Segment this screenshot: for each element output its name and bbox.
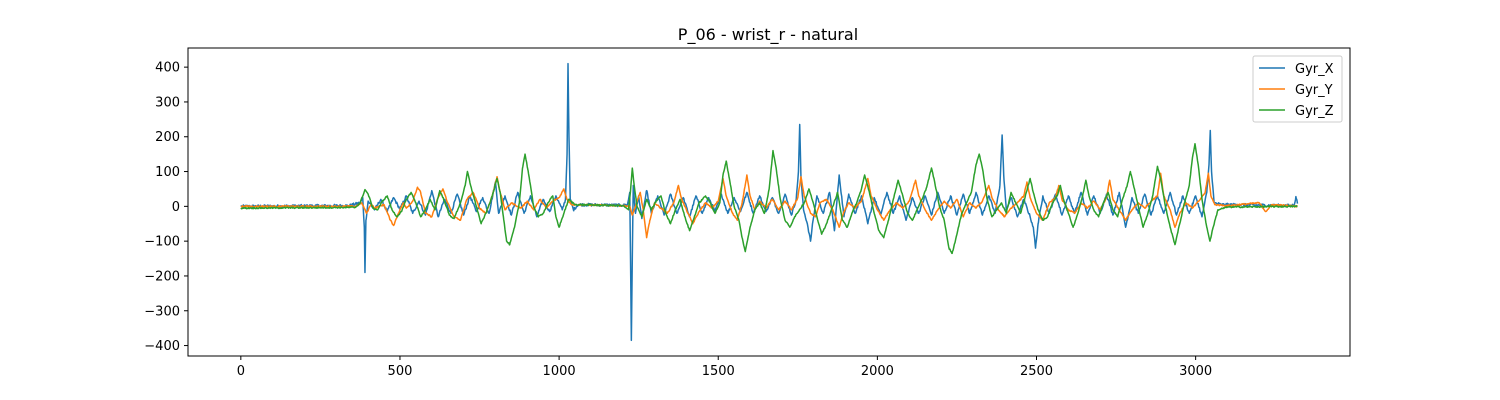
y-tick-label: 100 (155, 165, 180, 180)
chart-title: P_06 - wrist_r - natural (678, 25, 858, 45)
legend-label: Gyr_X (1295, 62, 1334, 77)
x-tick-label: 2500 (1020, 364, 1053, 379)
legend-label: Gyr_Y (1295, 83, 1333, 98)
x-tick-label: 1000 (543, 364, 576, 379)
y-tick-label: 200 (155, 130, 180, 145)
y-tick-label: −400 (144, 339, 180, 354)
y-tick-label: 400 (155, 61, 180, 76)
y-tick-label: 300 (155, 95, 180, 110)
x-tick-label: 500 (388, 364, 413, 379)
plot-frame (187, 47, 1351, 357)
legend-box (1252, 55, 1343, 123)
tick-layer: 0 500 1000 1500 2000 2500 3000−400−300−200−100… (144, 61, 1212, 379)
series-gyr-z (240, 142, 1298, 255)
y-tick-label: −100 (144, 235, 180, 250)
x-tick-label: 1500 (702, 364, 735, 379)
y-tick-label: −300 (144, 304, 180, 319)
y-tick-label: 0 (172, 200, 180, 215)
series-layer (240, 62, 1299, 342)
legend-label: Gyr_Z (1295, 104, 1334, 119)
y-tick-label: −200 (144, 269, 180, 284)
x-tick-label: 2000 (861, 364, 894, 379)
x-tick-label: 3000 (1179, 364, 1212, 379)
x-tick-label: 0 (237, 364, 245, 379)
series-line-gyr-z (240, 142, 1298, 255)
series-line-gyr-x (240, 62, 1299, 342)
series-gyr-x (240, 62, 1299, 342)
legend: Gyr_X Gyr_Y Gyr_Z (1252, 55, 1343, 123)
